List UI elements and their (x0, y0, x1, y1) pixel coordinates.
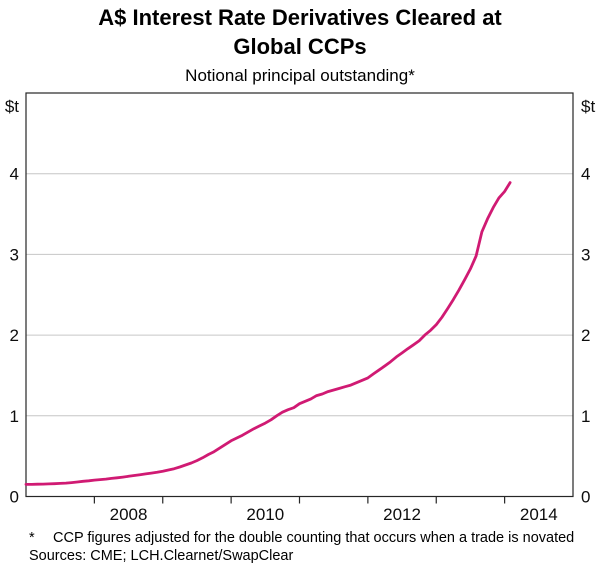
chart-title-line2: Global CCPs (233, 34, 367, 59)
y-axis-label-left: 0 (10, 488, 19, 507)
chart-title-line1: A$ Interest Rate Derivatives Cleared at (98, 5, 502, 30)
plot-frame (25, 92, 574, 498)
series-line-notional-outstanding (24, 181, 512, 486)
y-axis-label-left: 1 (10, 407, 19, 426)
y-axis-unit-left: $t (5, 97, 19, 116)
y-axis-unit-right: $t (581, 97, 595, 116)
sources-line: Sources: CME; LCH.Clearnet/SwapClear (29, 548, 294, 564)
chart-subtitle: Notional principal outstanding* (185, 66, 415, 85)
x-axis-year-label: 2010 (246, 505, 284, 524)
y-axis-label-right: 0 (581, 488, 590, 507)
chart-title: A$ Interest Rate Derivatives Cleared at … (0, 0, 600, 61)
y-axis-label-right: 4 (581, 165, 590, 184)
y-axis-label-right: 3 (581, 245, 590, 264)
footnote-row: * CCP figures adjusted for the double co… (29, 529, 581, 547)
y-axis-label-left: 4 (10, 165, 19, 184)
y-axis-label-left: 3 (10, 245, 19, 264)
y-axis-label-right: 1 (581, 407, 590, 426)
y-axis-label-right: 2 (581, 326, 590, 345)
x-axis-year-label: 2012 (383, 505, 421, 524)
x-axis-year-label: 2008 (110, 505, 148, 524)
x-axis-year-label: 2014 (520, 505, 558, 524)
footnote-block: * CCP figures adjusted for the double co… (29, 529, 581, 565)
footnote-marker: * (29, 530, 35, 546)
y-axis-label-left: 2 (10, 326, 19, 345)
footnote-text: CCP figures adjusted for the double coun… (53, 530, 575, 546)
